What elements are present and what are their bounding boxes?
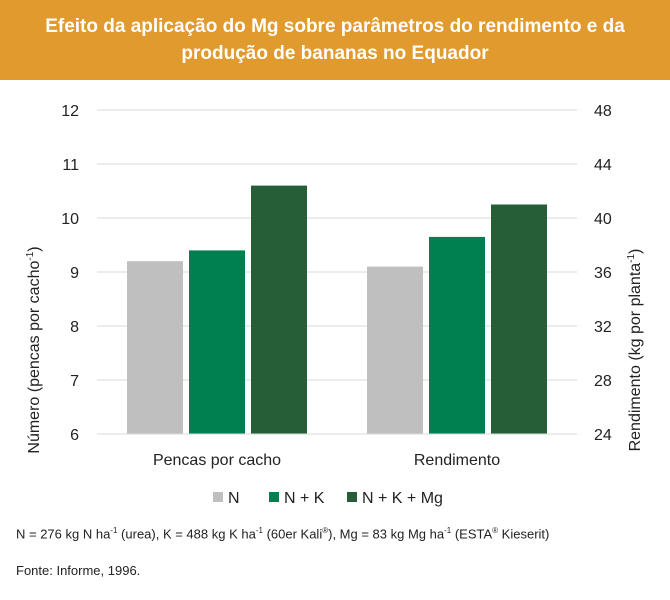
category-label: Pencas por cacho [153, 452, 281, 469]
category-label: Rendimento [414, 452, 500, 469]
left-tick-label: 9 [70, 265, 79, 282]
bar-n-k-mg-2 [491, 204, 547, 434]
chart-title-banner: Efeito da aplicação do Mg sobre parâmetr… [0, 0, 670, 80]
right-tick-label: 44 [594, 157, 612, 174]
chart-title-line-1: Efeito da aplicação do Mg sobre parâmetr… [45, 16, 625, 37]
right-tick-label: 24 [594, 427, 612, 444]
legend-label: N [228, 490, 240, 507]
left-tick-label: 7 [70, 373, 79, 390]
legend-label: N + K + Mg [362, 490, 443, 507]
legend-swatch [269, 492, 279, 502]
right-tick-label: 40 [594, 211, 612, 228]
left-tick-label: 11 [62, 157, 79, 174]
left-axis-title: Número (pencas por cacho-1) [25, 246, 43, 453]
left-axis-ticks: 6 7 8 9 10 11 12 [61, 103, 79, 444]
left-tick-label: 6 [70, 427, 79, 444]
source-note: Fonte: Informe, 1996. [16, 563, 141, 578]
right-tick-label: 28 [594, 373, 612, 390]
bar-chart: 6 7 8 9 10 11 12 24 28 32 36 40 44 48 Pencas por cac… [25, 103, 644, 507]
bars [97, 185, 577, 435]
legend-swatch [347, 492, 357, 502]
right-tick-label: 36 [594, 265, 612, 282]
right-axis-title: Rendimento (kg por planta-1) [626, 249, 644, 452]
legend-label: N + K [284, 490, 325, 507]
category-labels: Pencas por cacho Rendimento [153, 452, 500, 469]
right-tick-label: 32 [594, 319, 612, 336]
right-tick-label: 48 [594, 103, 612, 120]
chart-title-line-2: produção de bananas no Equador [181, 43, 489, 64]
bar-n-k-2 [429, 236, 485, 434]
legend-swatch [213, 492, 223, 502]
bar-n-1 [127, 261, 183, 434]
footnote: N = 276 kg N ha-1 (urea), K = 488 kg K h… [16, 526, 550, 542]
legend: N N + K N + K + Mg [213, 490, 443, 507]
bar-n-k-mg-1 [251, 185, 307, 434]
bar-n-k-1 [189, 250, 245, 434]
bar-n-2 [367, 266, 423, 434]
left-tick-label: 12 [61, 103, 79, 120]
right-axis-ticks: 24 28 32 36 40 44 48 [594, 103, 612, 444]
left-tick-label: 8 [70, 319, 79, 336]
left-tick-label: 10 [61, 211, 79, 228]
